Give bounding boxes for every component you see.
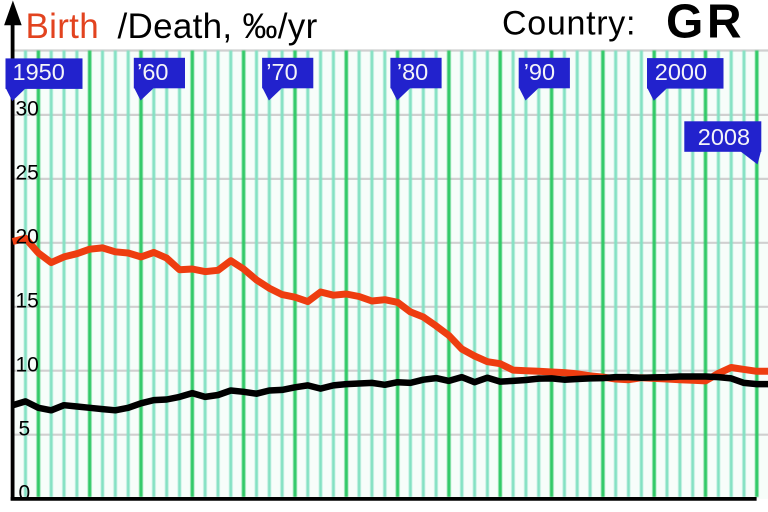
svg-text:’90: ’90	[524, 59, 555, 85]
svg-text:10: 10	[16, 354, 39, 377]
svg-text:20: 20	[16, 226, 39, 249]
svg-text:0: 0	[19, 481, 31, 504]
svg-text:Country:: Country:	[502, 4, 636, 42]
svg-text:’80: ’80	[397, 59, 428, 85]
svg-text:5: 5	[19, 418, 31, 441]
svg-text:30: 30	[16, 98, 39, 121]
svg-text:25: 25	[16, 162, 39, 185]
svg-text:15: 15	[16, 290, 39, 313]
svg-text:/Death, ‰/yr: /Death, ‰/yr	[118, 7, 318, 46]
svg-text:2008: 2008	[698, 124, 750, 150]
svg-text:GR: GR	[666, 0, 745, 49]
svg-text:1950: 1950	[13, 59, 65, 85]
svg-text:Birth: Birth	[26, 7, 99, 46]
svg-text:’70: ’70	[266, 59, 297, 85]
svg-text:2000: 2000	[655, 59, 707, 85]
svg-text:’60: ’60	[137, 59, 168, 85]
